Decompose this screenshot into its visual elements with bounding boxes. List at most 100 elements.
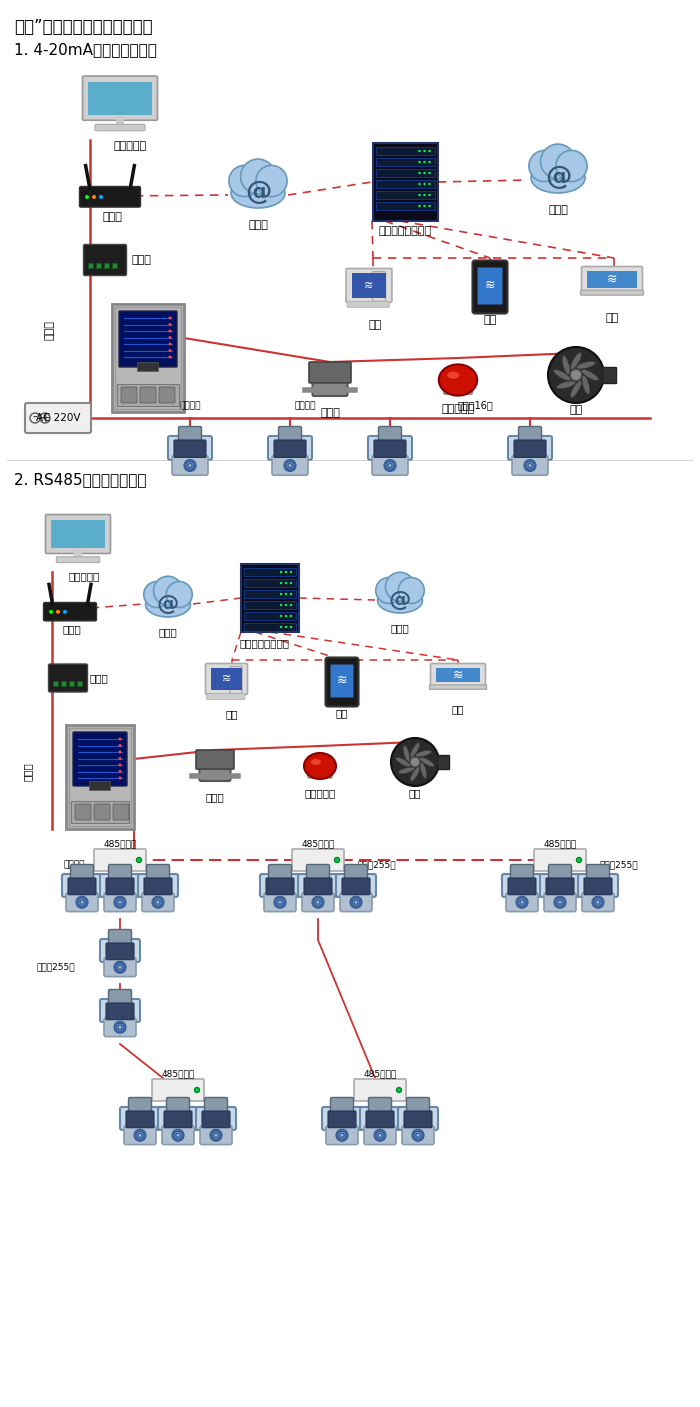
Circle shape <box>424 183 426 186</box>
Circle shape <box>85 196 89 198</box>
FancyBboxPatch shape <box>298 874 338 896</box>
FancyBboxPatch shape <box>46 515 111 553</box>
FancyBboxPatch shape <box>587 864 610 879</box>
Circle shape <box>526 461 534 470</box>
FancyBboxPatch shape <box>138 874 178 896</box>
FancyBboxPatch shape <box>162 1126 194 1145</box>
Text: 通讯线: 通讯线 <box>23 763 33 781</box>
Circle shape <box>570 370 582 381</box>
Text: 安帕尔网络服务器: 安帕尔网络服务器 <box>379 227 431 236</box>
FancyBboxPatch shape <box>506 893 538 912</box>
FancyBboxPatch shape <box>146 864 169 879</box>
FancyBboxPatch shape <box>206 694 245 699</box>
Circle shape <box>577 857 582 862</box>
Circle shape <box>144 581 169 608</box>
Ellipse shape <box>420 763 427 778</box>
FancyBboxPatch shape <box>546 878 574 895</box>
Circle shape <box>316 900 320 905</box>
FancyBboxPatch shape <box>106 1003 134 1020</box>
FancyBboxPatch shape <box>534 848 586 871</box>
FancyBboxPatch shape <box>129 1097 151 1113</box>
Circle shape <box>374 1130 386 1141</box>
Circle shape <box>188 463 192 467</box>
FancyBboxPatch shape <box>326 657 358 706</box>
FancyBboxPatch shape <box>121 387 137 402</box>
FancyBboxPatch shape <box>244 568 296 575</box>
FancyBboxPatch shape <box>508 436 552 460</box>
Circle shape <box>428 160 430 163</box>
Circle shape <box>428 183 430 186</box>
FancyBboxPatch shape <box>437 754 449 770</box>
FancyBboxPatch shape <box>344 864 368 879</box>
FancyBboxPatch shape <box>106 943 134 960</box>
Circle shape <box>184 460 196 471</box>
Circle shape <box>118 965 122 969</box>
Circle shape <box>424 194 426 196</box>
Circle shape <box>428 149 430 152</box>
Circle shape <box>285 592 287 595</box>
Circle shape <box>290 604 292 606</box>
Ellipse shape <box>582 376 590 394</box>
Circle shape <box>118 900 122 905</box>
Text: 转换器: 转换器 <box>131 255 151 265</box>
Circle shape <box>280 604 282 606</box>
Text: 电磁阀: 电磁阀 <box>320 408 340 418</box>
Circle shape <box>556 151 587 182</box>
FancyBboxPatch shape <box>100 938 140 962</box>
FancyBboxPatch shape <box>244 612 296 620</box>
Circle shape <box>118 770 122 772</box>
FancyBboxPatch shape <box>473 260 508 314</box>
FancyBboxPatch shape <box>544 893 576 912</box>
FancyBboxPatch shape <box>268 436 312 460</box>
FancyBboxPatch shape <box>94 803 110 820</box>
Circle shape <box>596 900 600 905</box>
Ellipse shape <box>562 356 570 374</box>
Circle shape <box>529 151 560 182</box>
FancyBboxPatch shape <box>56 557 99 563</box>
FancyBboxPatch shape <box>514 440 546 457</box>
Circle shape <box>118 764 122 767</box>
FancyBboxPatch shape <box>264 893 296 912</box>
FancyBboxPatch shape <box>164 1112 192 1127</box>
FancyBboxPatch shape <box>372 272 386 301</box>
Circle shape <box>176 1133 180 1137</box>
Text: 可连接255台: 可连接255台 <box>600 861 638 870</box>
FancyBboxPatch shape <box>48 664 88 692</box>
Circle shape <box>80 900 84 905</box>
FancyBboxPatch shape <box>204 1097 228 1113</box>
FancyBboxPatch shape <box>206 664 248 695</box>
FancyBboxPatch shape <box>124 1126 156 1145</box>
Text: 路由器: 路由器 <box>102 212 122 222</box>
Circle shape <box>280 592 282 595</box>
Circle shape <box>136 857 141 862</box>
FancyBboxPatch shape <box>80 187 141 207</box>
Text: 单机版电脑: 单机版电脑 <box>69 571 99 581</box>
FancyBboxPatch shape <box>266 878 294 895</box>
Circle shape <box>186 461 194 470</box>
FancyBboxPatch shape <box>402 1126 434 1145</box>
FancyBboxPatch shape <box>272 456 308 476</box>
Text: 485中继器: 485中继器 <box>543 839 577 848</box>
Circle shape <box>285 582 287 584</box>
FancyBboxPatch shape <box>584 878 612 895</box>
Circle shape <box>414 1131 422 1140</box>
FancyBboxPatch shape <box>312 370 347 395</box>
Circle shape <box>354 900 358 905</box>
Circle shape <box>412 1130 424 1141</box>
FancyBboxPatch shape <box>95 124 145 131</box>
FancyBboxPatch shape <box>346 269 392 303</box>
Ellipse shape <box>410 743 420 757</box>
FancyBboxPatch shape <box>336 874 376 896</box>
FancyBboxPatch shape <box>354 1079 406 1102</box>
FancyBboxPatch shape <box>274 440 306 457</box>
FancyBboxPatch shape <box>104 893 136 912</box>
Circle shape <box>118 777 122 779</box>
Circle shape <box>118 737 122 740</box>
FancyBboxPatch shape <box>100 874 140 896</box>
FancyBboxPatch shape <box>375 191 435 198</box>
Circle shape <box>114 896 126 909</box>
FancyBboxPatch shape <box>375 158 435 166</box>
FancyBboxPatch shape <box>120 1107 160 1130</box>
Circle shape <box>285 615 287 618</box>
Text: 可连接255台: 可连接255台 <box>358 861 397 870</box>
